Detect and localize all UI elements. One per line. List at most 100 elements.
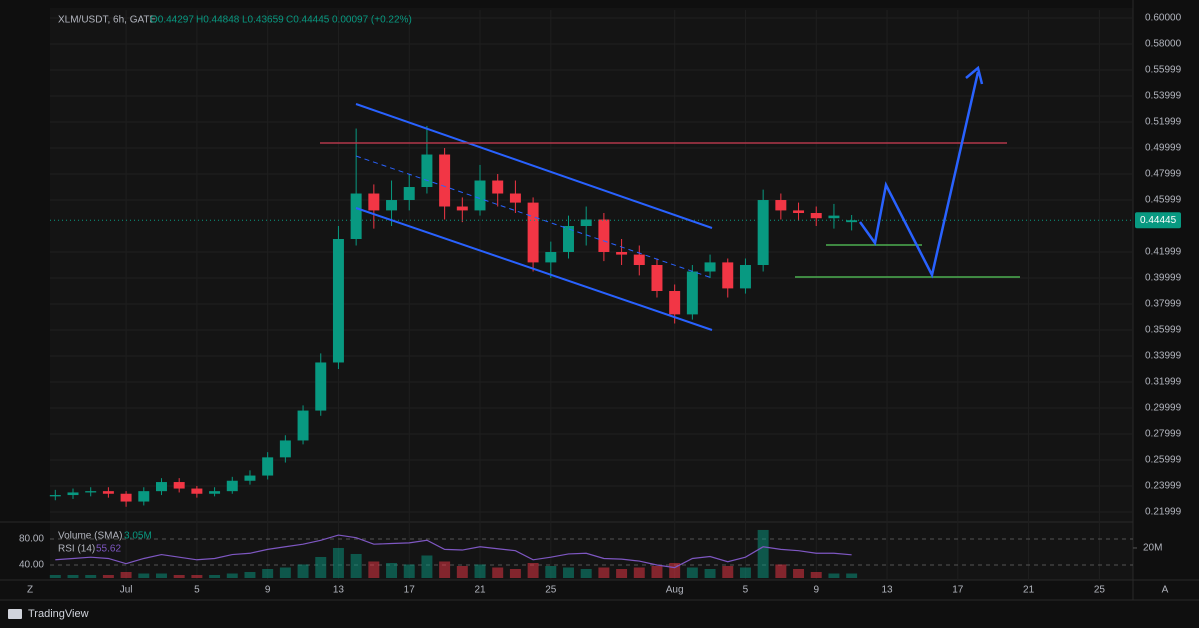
- x-tick-label: 17: [952, 585, 964, 596]
- x-tick-label: 21: [474, 585, 486, 596]
- chart-title: XLM/USDT, 6h, GATE: [58, 15, 157, 26]
- y-tick-label: 0.60000: [1145, 13, 1182, 24]
- volume-bar: [598, 567, 610, 578]
- y-tick-label: 0.23999: [1145, 481, 1182, 492]
- volume-bar: [545, 565, 557, 578]
- candle-body: [85, 491, 97, 493]
- volume-bar: [563, 567, 574, 578]
- ohlc: O0.44297: [150, 15, 194, 26]
- candle-body: [651, 265, 663, 291]
- volume-bar: [67, 574, 79, 578]
- volume-bar: [368, 561, 380, 578]
- volume-bar: [616, 568, 628, 578]
- y-tick-label: 0.41999: [1145, 247, 1182, 258]
- x-tick-label: Jul: [120, 585, 133, 596]
- y-tick-label: 0.45999: [1145, 195, 1182, 206]
- volume-bar: [669, 562, 681, 578]
- candle-body: [244, 475, 256, 481]
- candle-body: [793, 210, 805, 214]
- ohlc: L0.43659: [242, 15, 284, 26]
- candle-body: [456, 206, 468, 211]
- candle-body: [332, 239, 344, 363]
- candle-body: [191, 488, 203, 494]
- volume-bar: [421, 555, 433, 578]
- volume-bar: [138, 573, 150, 578]
- volume-bar: [173, 574, 185, 578]
- y-tick-label: 0.25999: [1145, 455, 1182, 466]
- brand: TradingView: [28, 608, 89, 620]
- candle-body: [155, 482, 167, 492]
- candle-body: [368, 193, 380, 211]
- y-tick-label: 0.51999: [1145, 117, 1182, 128]
- volume-bar: [757, 529, 769, 578]
- candle-body: [704, 262, 716, 272]
- candle-body: [315, 362, 327, 411]
- candle-body: [102, 491, 114, 494]
- y-tick-label: 0.27999: [1145, 429, 1182, 440]
- volume-bar: [102, 574, 114, 578]
- volume-bar: [686, 567, 698, 578]
- last-price-box: [1135, 212, 1181, 229]
- candle-body: [173, 482, 185, 489]
- volume-legend-value: 3.05M: [124, 531, 152, 542]
- y-tick-label: 0.37999: [1145, 299, 1182, 310]
- volume-bar: [49, 574, 61, 578]
- volume-bar: [386, 562, 398, 578]
- rsi-tick-label: 80.00: [19, 534, 44, 545]
- x-tick-label: 13: [881, 585, 893, 596]
- volume-bar: [350, 553, 362, 578]
- plot-area: [50, 8, 1133, 580]
- x-tick-label: 25: [1094, 585, 1106, 596]
- x-tick-label: Aug: [666, 585, 684, 596]
- volume-bar: [810, 571, 822, 578]
- volume-bar: [492, 567, 504, 578]
- volume-bar: [704, 568, 716, 578]
- candle-body: [598, 219, 610, 253]
- candle-body: [120, 493, 132, 502]
- volume-bar: [739, 567, 751, 578]
- volume-bar: [120, 571, 132, 578]
- candle-body: [580, 219, 592, 227]
- candle-body: [545, 252, 557, 263]
- candle-body: [279, 440, 291, 458]
- axis-button[interactable]: Z: [27, 585, 33, 596]
- candle-body: [686, 271, 698, 315]
- candle-body: [474, 180, 486, 211]
- candle-body: [828, 215, 840, 219]
- x-tick-label: 9: [813, 585, 819, 596]
- candle-body: [67, 492, 79, 496]
- volume-bar: [262, 568, 274, 578]
- candle-body: [421, 154, 433, 188]
- marks: 0.60000 0.58000 0.55999 0.53999 0.51999 0.499…: [19, 10, 1182, 596]
- y-tick-label: 0.31999: [1145, 377, 1182, 388]
- y-tick-label: 0.53999: [1145, 91, 1182, 102]
- volume-bar: [775, 564, 787, 578]
- x-tick-label: 17: [404, 585, 416, 596]
- x-tick-label: 21: [1023, 585, 1035, 596]
- projection-path: [858, 71, 980, 279]
- candle-body: [563, 226, 574, 253]
- volume-bar: [474, 564, 486, 578]
- brand-logo: [8, 609, 22, 619]
- volume-bar: [722, 565, 734, 578]
- rsi-line: [55, 534, 852, 569]
- y-tick-label: 0.35999: [1145, 325, 1182, 336]
- candle-body: [757, 200, 769, 265]
- volume-bar: [651, 565, 663, 578]
- rsi-legend-value: 55.62: [96, 544, 121, 555]
- channel-lower: [355, 207, 713, 331]
- volume-bar: [244, 571, 256, 578]
- rsi-legend: RSI (14): [58, 544, 95, 555]
- drawings: [320, 65, 1020, 331]
- y-tick-label: 0.47999: [1145, 169, 1182, 180]
- volume-bar: [527, 562, 539, 578]
- candle-body: [527, 202, 539, 263]
- volume-legend: Volume (SMA): [58, 531, 122, 542]
- x-tick-label: 25: [545, 585, 557, 596]
- volume-bar: [793, 568, 805, 578]
- axis-button[interactable]: A: [1162, 585, 1169, 596]
- candle-body: [810, 213, 822, 219]
- y-tick-label: 0.33999: [1145, 351, 1182, 362]
- volume-tick-label: 20M: [1143, 543, 1162, 554]
